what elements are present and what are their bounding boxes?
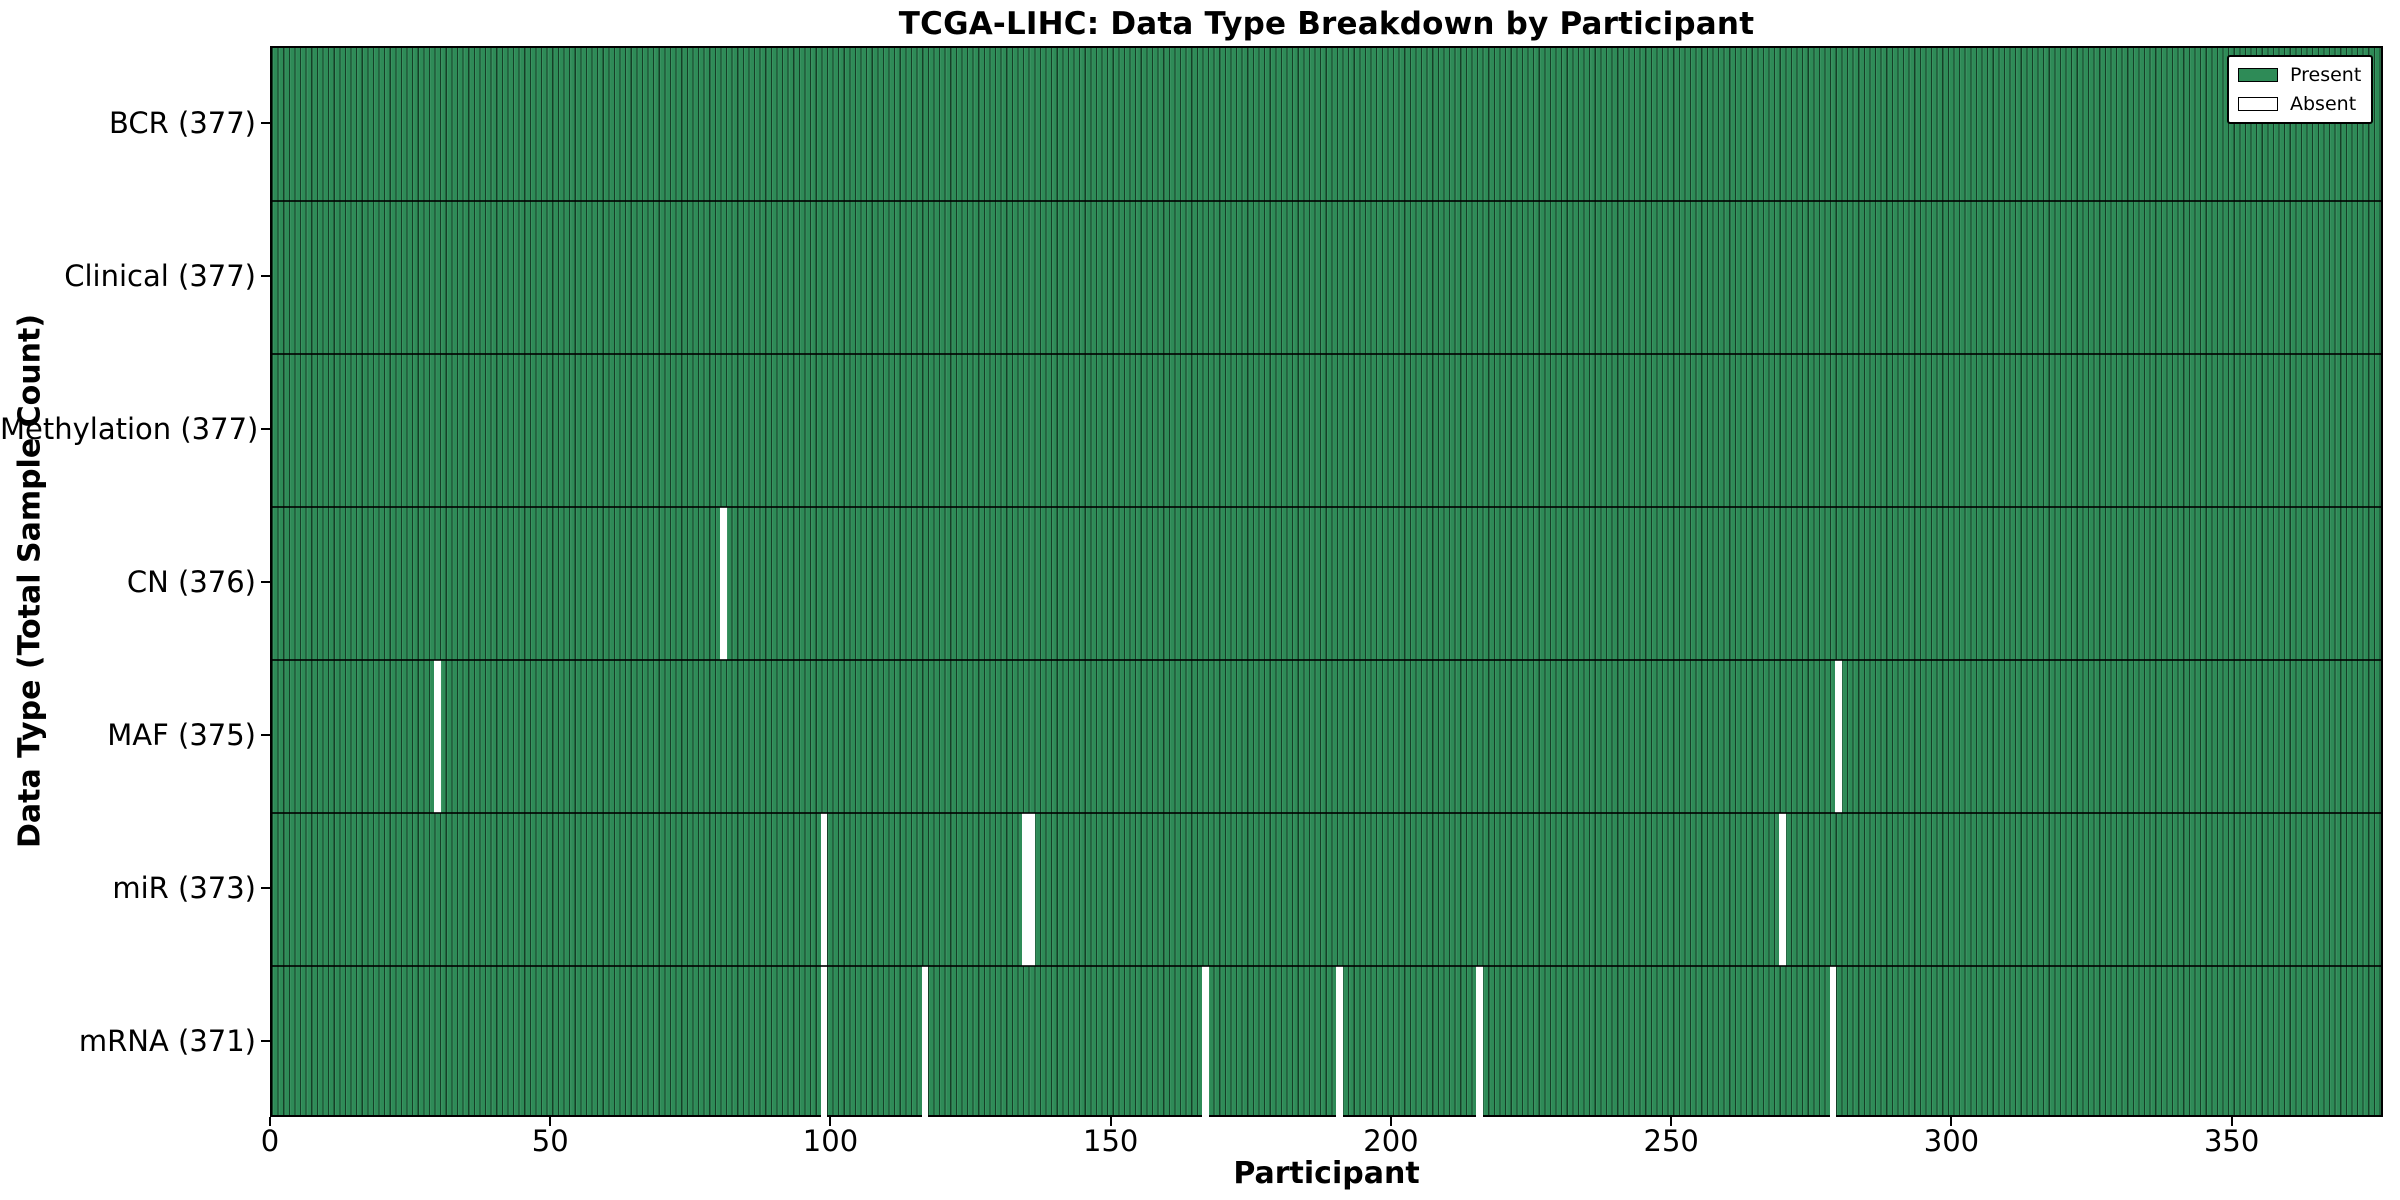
y-tick-mark [261,427,270,430]
absent-gap-miR-135 [1028,813,1035,966]
x-axis-title: Participant [1233,1156,1420,1191]
y-tick-label: Clinical (377) [64,258,256,293]
absent-gap-mRNA-116 [921,966,929,1119]
absent-gap-MAF-279 [1835,660,1842,813]
chart-title: TCGA-LIHC: Data Type Breakdown by Partic… [898,6,1755,42]
plot-area [270,46,2383,1119]
y-tick-mark [261,580,270,583]
absent-gap-mRNA-215 [1476,966,1484,1119]
legend-label-absent: Absent [2290,93,2357,115]
y-tick-label: mRNA (371) [78,1023,256,1058]
legend-label-present: Present [2290,64,2362,86]
row-boundary [272,812,2381,814]
y-tick-label: miR (373) [112,870,256,905]
x-tick-mark [549,1117,552,1126]
absent-swatch-icon [2238,97,2278,111]
x-tick-mark [1109,1117,1112,1126]
absent-gap-CN-80 [719,507,727,660]
absent-gap-miR-134 [1022,813,1030,966]
y-axis-title: Data Type (Total Sample Count) [12,313,48,849]
x-tick-label: 150 [1083,1124,1139,1158]
absent-gap-mRNA-190 [1336,966,1344,1119]
y-tick-mark [261,121,270,124]
x-tick-label: 350 [2203,1124,2260,1158]
x-tick-label: 300 [1923,1124,1980,1158]
x-tick-label: 100 [802,1124,859,1158]
row-boundary [272,200,2381,202]
x-tick-mark [1950,1117,1953,1126]
x-tick-mark [269,1117,271,1126]
legend-item-present: Present [2238,64,2362,86]
absent-gap-miR-269 [1779,813,1786,966]
legend: Present Absent [2227,55,2373,124]
row-boundary [272,506,2381,508]
legend-item-absent: Absent [2238,93,2362,115]
absent-gap-mRNA-98 [820,966,828,1119]
y-tick-label: MAF (375) [107,717,256,752]
x-tick-mark [1389,1117,1392,1126]
y-tick-mark [261,274,270,277]
y-tick-mark [261,886,270,889]
absent-gap-miR-98 [820,813,828,966]
row-boundary [272,965,2381,967]
y-tick-label: BCR (377) [109,105,256,140]
row-boundary [272,659,2381,661]
x-tick-mark [2230,1117,2233,1126]
present-swatch-icon [2238,68,2278,82]
y-tick-mark [261,1039,270,1042]
x-tick-label: 250 [1643,1124,1699,1158]
y-tick-label: CN (376) [126,564,256,599]
x-tick-label: 50 [531,1124,569,1158]
absent-gap-mRNA-278 [1829,966,1837,1119]
y-tick-mark [261,733,270,736]
x-tick-label: 200 [1363,1124,1419,1158]
y-tick-label: Methylation (377) [0,411,259,446]
absent-gap-MAF-29 [433,660,441,813]
x-tick-label: 0 [260,1124,280,1158]
x-tick-mark [829,1117,832,1126]
x-tick-mark [1670,1117,1673,1126]
absent-gap-mRNA-166 [1201,966,1209,1119]
row-boundary [272,353,2381,355]
